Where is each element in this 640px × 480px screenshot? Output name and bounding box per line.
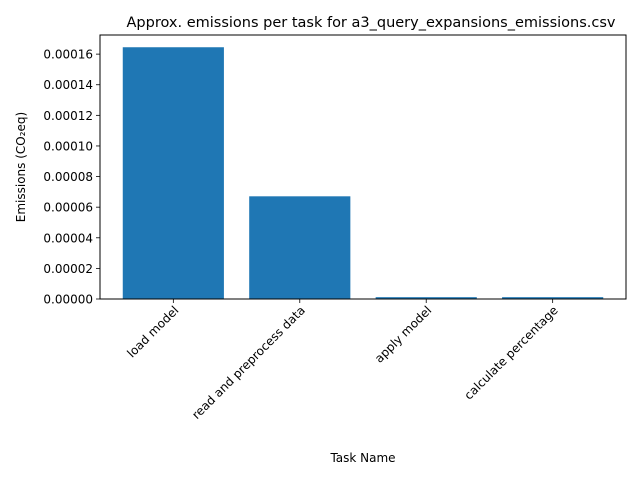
chart-title: Approx. emissions per task for a3_query_… [127,15,616,31]
y-tick-label: 0.00014 [43,78,93,92]
x-ticks-group: load model read and preprocess data apply … [124,299,561,422]
x-tick-label: calculate percentage [462,303,561,402]
bars-group [122,47,604,300]
x-tick-label: read and preprocess data [189,303,308,422]
x-tick-label: apply model [372,303,434,365]
bar-read-and-preprocess-data [249,196,351,299]
y-tick-label: 0.00000 [43,293,93,307]
y-tick-label: 0.00004 [43,231,93,245]
x-tick-label: load model [124,303,181,360]
y-tick-label: 0.00002 [43,262,93,276]
y-tick-label: 0.00008 [43,170,93,184]
x-axis-label: Task Name [329,451,395,465]
plot-frame [99,34,627,300]
y-tick-label: 0.00010 [43,139,93,153]
bar-calculate-percentage [502,297,604,299]
y-tick-label: 0.00016 [43,48,93,62]
y-axis-label: Emissions (CO₂eq) [14,112,28,222]
y-tick-label: 0.00012 [43,109,93,123]
y-tick-label: 0.00006 [43,201,93,215]
y-ticks-group: 0.00000 0.00002 0.00004 0.00006 0.00008 0.000… [43,48,100,307]
bar-load-model [122,47,224,300]
bar-apply-model [375,297,477,299]
